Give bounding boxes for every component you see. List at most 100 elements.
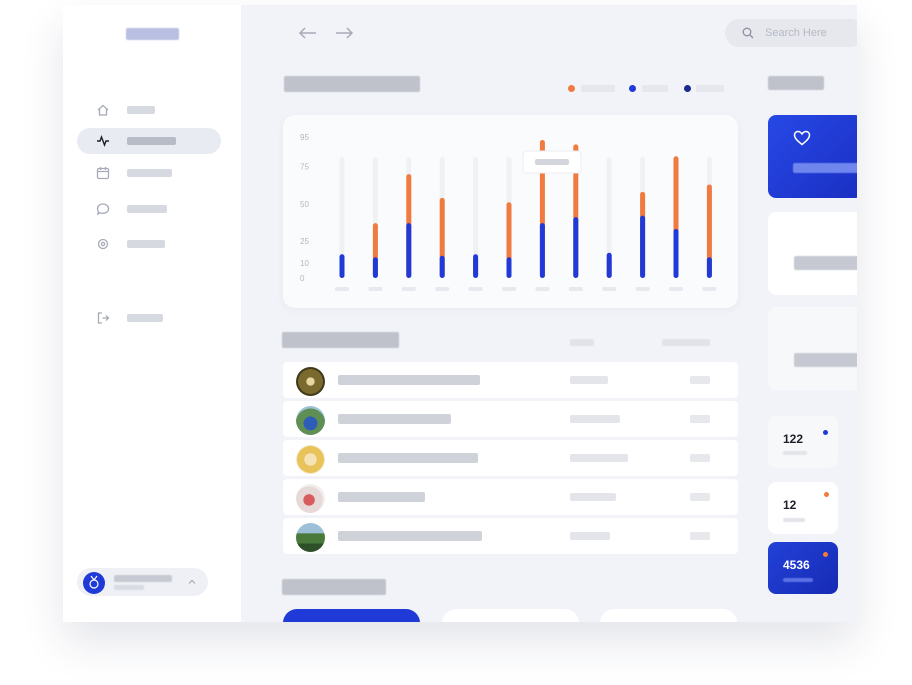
x-tick-label <box>669 287 683 291</box>
logout-icon <box>97 312 110 324</box>
card-label <box>794 256 857 270</box>
legend-label <box>696 85 724 92</box>
bar-blue[interactable] <box>372 257 378 278</box>
row-value <box>690 532 710 540</box>
chart-section-title <box>284 76 420 92</box>
row-value <box>690 454 710 462</box>
summary-card[interactable] <box>600 609 737 622</box>
avatar <box>296 445 325 474</box>
stat-indicator <box>823 552 828 557</box>
back-arrow-icon[interactable] <box>297 23 319 43</box>
table-header <box>570 339 594 346</box>
row-name <box>338 492 425 502</box>
table-row[interactable] <box>283 440 738 476</box>
x-tick-label <box>535 287 550 291</box>
bar-blue[interactable] <box>439 255 445 278</box>
bar-blue[interactable] <box>473 254 479 278</box>
row-value <box>570 532 610 540</box>
sidebar-item-home[interactable] <box>77 97 221 123</box>
bar-blue[interactable] <box>539 223 545 278</box>
bar-blue[interactable] <box>706 257 712 278</box>
search-input[interactable]: Search Here <box>725 19 857 47</box>
row-value <box>690 493 710 501</box>
right-section-title <box>768 76 824 90</box>
legend-label <box>642 85 668 92</box>
y-tick-label: 95 <box>300 133 309 142</box>
y-tick-label: 25 <box>300 237 309 246</box>
legend-dot-navy <box>684 85 691 92</box>
sidebar <box>63 5 241 622</box>
stat-value: 4536 <box>783 558 810 572</box>
bar-blue[interactable] <box>673 229 679 278</box>
x-tick-label <box>368 287 383 291</box>
y-tick-label: 75 <box>300 163 309 172</box>
sidebar-item-logout[interactable] <box>77 305 221 331</box>
app-window: Search Here 0 10 25 50 75 95 <box>63 5 857 622</box>
bar-blue[interactable] <box>339 254 345 278</box>
x-tick-label <box>502 287 516 291</box>
forward-arrow-icon[interactable] <box>333 23 355 43</box>
table-row[interactable] <box>283 362 738 398</box>
bar-blue[interactable] <box>406 223 412 278</box>
bar-blue[interactable] <box>506 257 512 278</box>
bar-chart-card: 0 10 25 50 75 95 <box>283 115 738 308</box>
table-header <box>662 339 710 346</box>
favorites-card[interactable] <box>768 115 857 198</box>
row-value <box>690 376 710 384</box>
summary-card[interactable] <box>442 609 579 622</box>
chat-icon <box>96 203 110 216</box>
bottom-section-title <box>282 579 386 595</box>
stat-value: 12 <box>783 498 797 512</box>
stat-card[interactable]: 122 <box>768 416 838 468</box>
bar-track <box>473 157 479 278</box>
bar-blue[interactable] <box>640 215 646 278</box>
table-row[interactable] <box>283 518 738 554</box>
table-row[interactable] <box>283 479 738 515</box>
row-name <box>338 414 451 424</box>
row-name <box>338 531 482 541</box>
home-icon <box>97 104 109 116</box>
x-tick-label <box>635 287 650 291</box>
activity-icon <box>97 135 109 147</box>
calendar-icon <box>96 167 110 180</box>
bar-track <box>606 157 612 278</box>
row-name <box>338 453 478 463</box>
user-profile-card[interactable] <box>77 568 208 596</box>
chevron-up-icon[interactable] <box>188 578 196 586</box>
y-tick-label: 10 <box>300 259 309 268</box>
stat-card[interactable]: 4536 <box>768 542 838 594</box>
sidebar-item-messages[interactable] <box>77 196 221 222</box>
user-role <box>114 585 144 590</box>
bar-blue[interactable] <box>573 217 579 278</box>
row-value <box>570 376 608 384</box>
bar-orange[interactable] <box>706 184 712 278</box>
tooltip-text <box>535 159 569 165</box>
row-value <box>570 454 628 462</box>
legend-dot-orange <box>568 85 575 92</box>
bar-track <box>339 157 345 278</box>
avatar <box>296 484 325 513</box>
user-name <box>114 575 172 582</box>
avatar <box>296 406 325 435</box>
sidebar-item-label <box>127 169 172 177</box>
stat-indicator <box>824 492 829 497</box>
avatar <box>83 572 105 594</box>
avatar <box>296 367 325 396</box>
sidebar-item-label <box>127 240 165 248</box>
stat-label <box>783 518 805 522</box>
summary-card[interactable] <box>283 609 420 622</box>
stat-label <box>783 451 807 455</box>
sidebar-item-calendar[interactable] <box>77 160 221 186</box>
info-card[interactable] <box>768 307 857 390</box>
info-card[interactable] <box>768 212 857 295</box>
sidebar-item-activity[interactable] <box>77 128 221 154</box>
card-label <box>793 163 857 173</box>
x-tick-label <box>335 287 349 291</box>
sidebar-item-settings[interactable] <box>77 231 221 257</box>
table-section-title <box>282 332 399 348</box>
bar-chart: 0 10 25 50 75 95 <box>300 133 717 291</box>
table-row[interactable] <box>283 401 738 437</box>
stat-label <box>783 578 813 582</box>
bar-blue[interactable] <box>606 252 612 278</box>
stat-card[interactable]: 12 <box>768 482 838 534</box>
